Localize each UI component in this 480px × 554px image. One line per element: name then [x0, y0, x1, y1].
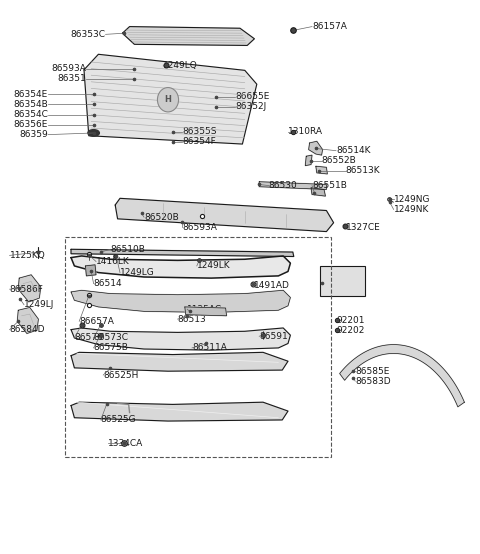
- Text: 1249LK: 1249LK: [197, 261, 230, 270]
- Polygon shape: [71, 256, 290, 278]
- Text: 92201: 92201: [336, 316, 364, 325]
- Text: 18649B: 18649B: [322, 279, 356, 288]
- Text: 86513K: 86513K: [346, 166, 380, 175]
- Text: 86157A: 86157A: [312, 22, 347, 31]
- Text: 86514: 86514: [94, 279, 122, 288]
- Text: 86655E: 86655E: [235, 93, 270, 101]
- Text: 1249LG: 1249LG: [120, 268, 155, 277]
- Text: 1249LJ: 1249LJ: [24, 300, 54, 309]
- Text: 86657A: 86657A: [79, 317, 114, 326]
- Text: 86352J: 86352J: [235, 102, 266, 111]
- Text: 86583D: 86583D: [355, 377, 391, 386]
- Text: 86593A: 86593A: [51, 64, 86, 73]
- Text: 1334CA: 1334CA: [108, 439, 143, 448]
- Text: 86576: 86576: [74, 334, 103, 342]
- Text: 86575B: 86575B: [94, 343, 129, 352]
- Text: 86525G: 86525G: [101, 416, 136, 424]
- Polygon shape: [185, 307, 227, 316]
- Text: 86586F: 86586F: [10, 285, 44, 294]
- Text: 86355S: 86355S: [182, 127, 217, 136]
- Text: 1416LK: 1416LK: [96, 257, 130, 266]
- Text: 1249NG: 1249NG: [394, 195, 430, 204]
- Text: 86359: 86359: [19, 130, 48, 139]
- Polygon shape: [84, 54, 257, 144]
- Text: 86510B: 86510B: [110, 245, 145, 254]
- Text: 86354B: 86354B: [13, 100, 48, 109]
- Text: 86513: 86513: [178, 315, 206, 324]
- Text: 86511A: 86511A: [192, 343, 227, 352]
- Text: 1327CE: 1327CE: [346, 223, 380, 232]
- Polygon shape: [71, 249, 294, 257]
- Polygon shape: [71, 402, 288, 421]
- Text: 1249LQ: 1249LQ: [163, 61, 198, 70]
- Text: 92202: 92202: [336, 326, 364, 335]
- Polygon shape: [309, 141, 323, 155]
- Text: 86585E: 86585E: [355, 367, 390, 376]
- Text: 86356E: 86356E: [13, 120, 48, 129]
- Text: H: H: [165, 95, 171, 104]
- Text: 86354E: 86354E: [14, 90, 48, 99]
- Polygon shape: [85, 265, 96, 276]
- Text: 86591: 86591: [259, 332, 288, 341]
- Text: 86525H: 86525H: [103, 371, 139, 379]
- Bar: [65, 237, 331, 457]
- Polygon shape: [115, 198, 334, 232]
- Text: 86351: 86351: [58, 74, 86, 83]
- Polygon shape: [259, 182, 326, 189]
- Text: 86514K: 86514K: [336, 146, 371, 155]
- Circle shape: [157, 88, 179, 112]
- Polygon shape: [71, 290, 290, 312]
- Polygon shape: [71, 352, 288, 371]
- Text: 86353C: 86353C: [71, 30, 106, 39]
- Ellipse shape: [88, 130, 99, 136]
- Text: 86593A: 86593A: [182, 223, 217, 232]
- Polygon shape: [316, 166, 327, 174]
- Polygon shape: [311, 188, 325, 196]
- Text: 86354C: 86354C: [13, 110, 48, 119]
- Text: 1491AD: 1491AD: [254, 281, 290, 290]
- Polygon shape: [71, 328, 290, 350]
- Text: 86573C: 86573C: [94, 334, 129, 342]
- Text: 86520B: 86520B: [144, 213, 179, 222]
- Polygon shape: [18, 275, 41, 302]
- Text: 1249NK: 1249NK: [394, 205, 429, 214]
- Text: 86584D: 86584D: [10, 325, 45, 334]
- Text: 86354F: 86354F: [182, 137, 216, 146]
- Text: 1125KQ: 1125KQ: [10, 251, 45, 260]
- Polygon shape: [340, 345, 464, 407]
- Polygon shape: [305, 155, 312, 166]
- Polygon shape: [17, 307, 38, 334]
- Text: 86551B: 86551B: [312, 181, 347, 190]
- Polygon shape: [122, 27, 254, 45]
- FancyBboxPatch shape: [320, 266, 365, 296]
- Text: 86552B: 86552B: [322, 156, 356, 165]
- Text: 1125AC: 1125AC: [187, 305, 222, 314]
- Text: 86530: 86530: [269, 181, 298, 190]
- Text: 1310RA: 1310RA: [288, 127, 323, 136]
